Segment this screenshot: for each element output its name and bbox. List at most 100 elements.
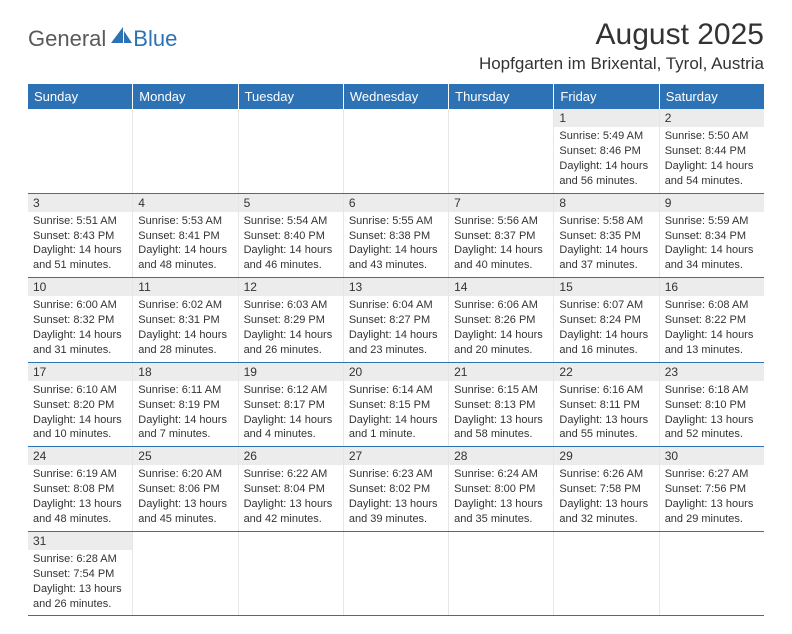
day-body: Sunrise: 5:51 AMSunset: 8:43 PMDaylight:… <box>28 212 132 277</box>
day-number: 12 <box>239 278 343 296</box>
day-number <box>344 532 448 550</box>
sunrise-text: Sunrise: 6:22 AM <box>244 467 338 482</box>
day-body <box>660 550 764 556</box>
day-cell: 13Sunrise: 6:04 AMSunset: 8:27 PMDayligh… <box>344 278 449 362</box>
sunrise-text: Sunrise: 5:51 AM <box>33 214 127 229</box>
day-body: Sunrise: 6:06 AMSunset: 8:26 PMDaylight:… <box>449 296 553 361</box>
sunrise-text: Sunrise: 6:08 AM <box>665 298 759 313</box>
sunset-text: Sunset: 7:54 PM <box>33 567 127 582</box>
sunset-text: Sunset: 8:31 PM <box>138 313 232 328</box>
day-cell: 19Sunrise: 6:12 AMSunset: 8:17 PMDayligh… <box>239 363 344 447</box>
day-cell: 3Sunrise: 5:51 AMSunset: 8:43 PMDaylight… <box>28 194 133 278</box>
day-cell: 5 Sunrise: 5:54 AMSunset: 8:40 PMDaylight… <box>239 194 344 278</box>
sunrise-text: Sunrise: 5:54 AM <box>244 214 338 229</box>
day-number: 10 <box>28 278 132 296</box>
day-body: Sunrise: 6:10 AMSunset: 8:20 PMDaylight:… <box>28 381 132 446</box>
day-number: 16 <box>660 278 764 296</box>
daylight-text: Daylight: 14 hours and 48 minutes. <box>138 243 232 273</box>
day-number: 23 <box>660 363 764 381</box>
sunset-text: Sunset: 8:41 PM <box>138 229 232 244</box>
daylight-text: Daylight: 13 hours and 45 minutes. <box>138 497 232 527</box>
day-cell: 15Sunrise: 6:07 AMSunset: 8:24 PMDayligh… <box>554 278 659 362</box>
sunset-text: Sunset: 7:58 PM <box>559 482 653 497</box>
day-number: 8 <box>554 194 658 212</box>
sunset-text: Sunset: 8:15 PM <box>349 398 443 413</box>
location-subtitle: Hopfgarten im Brixental, Tyrol, Austria <box>479 54 764 74</box>
page-header: General Blue August 2025 Hopfgarten im B… <box>28 18 764 74</box>
day-number <box>239 532 343 550</box>
brand-logo: General Blue <box>28 26 177 52</box>
day-cell: 31Sunrise: 6:28 AMSunset: 7:54 PMDayligh… <box>28 532 133 616</box>
sunrise-text: Sunrise: 6:19 AM <box>33 467 127 482</box>
logo-text-1: General <box>28 26 106 52</box>
day-cell: 30Sunrise: 6:27 AMSunset: 7:56 PMDayligh… <box>660 447 764 531</box>
daylight-text: Daylight: 14 hours and 56 minutes. <box>559 159 653 189</box>
day-cell: 6Sunrise: 5:55 AMSunset: 8:38 PMDaylight… <box>344 194 449 278</box>
day-number <box>660 532 764 550</box>
sunrise-text: Sunrise: 5:50 AM <box>665 129 759 144</box>
day-cell: 14Sunrise: 6:06 AMSunset: 8:26 PMDayligh… <box>449 278 554 362</box>
sunset-text: Sunset: 7:56 PM <box>665 482 759 497</box>
sunrise-text: Sunrise: 6:12 AM <box>244 383 338 398</box>
daylight-text: Daylight: 14 hours and 26 minutes. <box>244 328 338 358</box>
day-cell: 27Sunrise: 6:23 AMSunset: 8:02 PMDayligh… <box>344 447 449 531</box>
weekday-header: Wednesday <box>344 84 449 109</box>
weekday-header: Friday <box>554 84 659 109</box>
daylight-text: Daylight: 14 hours and 4 minutes. <box>244 413 338 443</box>
day-body: Sunrise: 6:15 AMSunset: 8:13 PMDaylight:… <box>449 381 553 446</box>
sunrise-text: Sunrise: 6:27 AM <box>665 467 759 482</box>
day-cell: 7Sunrise: 5:56 AMSunset: 8:37 PMDaylight… <box>449 194 554 278</box>
day-cell: 21Sunrise: 6:15 AMSunset: 8:13 PMDayligh… <box>449 363 554 447</box>
sunset-text: Sunset: 8:10 PM <box>665 398 759 413</box>
day-number <box>133 109 237 127</box>
sunset-text: Sunset: 8:00 PM <box>454 482 548 497</box>
week-row: 17Sunrise: 6:10 AMSunset: 8:20 PMDayligh… <box>28 363 764 448</box>
day-cell <box>660 532 764 616</box>
sunset-text: Sunset: 8:40 PM <box>244 229 338 244</box>
sunrise-text: Sunrise: 6:11 AM <box>138 383 232 398</box>
day-number: 18 <box>133 363 237 381</box>
daylight-text: Daylight: 14 hours and 16 minutes. <box>559 328 653 358</box>
day-cell <box>344 109 449 193</box>
day-cell <box>554 532 659 616</box>
day-body: Sunrise: 6:03 AMSunset: 8:29 PMDaylight:… <box>239 296 343 361</box>
daylight-text: Daylight: 14 hours and 13 minutes. <box>665 328 759 358</box>
sail-icon <box>111 27 133 50</box>
daylight-text: Daylight: 13 hours and 35 minutes. <box>454 497 548 527</box>
sunset-text: Sunset: 8:44 PM <box>665 144 759 159</box>
weekday-header: Tuesday <box>239 84 344 109</box>
daylight-text: Daylight: 14 hours and 51 minutes. <box>33 243 127 273</box>
day-cell: 9Sunrise: 5:59 AMSunset: 8:34 PMDaylight… <box>660 194 764 278</box>
day-number <box>344 109 448 127</box>
day-body <box>239 127 343 133</box>
day-body <box>28 127 132 133</box>
day-body: Sunrise: 6:00 AMSunset: 8:32 PMDaylight:… <box>28 296 132 361</box>
weekday-header: Monday <box>133 84 238 109</box>
title-block: August 2025 Hopfgarten im Brixental, Tyr… <box>479 18 764 74</box>
day-number: 6 <box>344 194 448 212</box>
day-number: 5 <box>239 194 343 212</box>
daylight-text: Daylight: 13 hours and 29 minutes. <box>665 497 759 527</box>
sunrise-text: Sunrise: 6:26 AM <box>559 467 653 482</box>
sunset-text: Sunset: 8:13 PM <box>454 398 548 413</box>
day-number: 15 <box>554 278 658 296</box>
day-number <box>28 109 132 127</box>
sunset-text: Sunset: 8:34 PM <box>665 229 759 244</box>
day-body: Sunrise: 6:12 AMSunset: 8:17 PMDaylight:… <box>239 381 343 446</box>
day-number: 27 <box>344 447 448 465</box>
sunset-text: Sunset: 8:06 PM <box>138 482 232 497</box>
sunrise-text: Sunrise: 6:03 AM <box>244 298 338 313</box>
day-cell: 26Sunrise: 6:22 AMSunset: 8:04 PMDayligh… <box>239 447 344 531</box>
sunrise-text: Sunrise: 6:00 AM <box>33 298 127 313</box>
daylight-text: Daylight: 13 hours and 42 minutes. <box>244 497 338 527</box>
sunset-text: Sunset: 8:37 PM <box>454 229 548 244</box>
daylight-text: Daylight: 13 hours and 32 minutes. <box>559 497 653 527</box>
sunrise-text: Sunrise: 6:18 AM <box>665 383 759 398</box>
day-cell: 18Sunrise: 6:11 AMSunset: 8:19 PMDayligh… <box>133 363 238 447</box>
day-cell: 29Sunrise: 6:26 AMSunset: 7:58 PMDayligh… <box>554 447 659 531</box>
day-body: Sunrise: 5:49 AMSunset: 8:46 PMDaylight:… <box>554 127 658 192</box>
sunrise-text: Sunrise: 5:55 AM <box>349 214 443 229</box>
daylight-text: Daylight: 13 hours and 48 minutes. <box>33 497 127 527</box>
daylight-text: Daylight: 14 hours and 46 minutes. <box>244 243 338 273</box>
day-body: Sunrise: 6:28 AMSunset: 7:54 PMDaylight:… <box>28 550 132 615</box>
